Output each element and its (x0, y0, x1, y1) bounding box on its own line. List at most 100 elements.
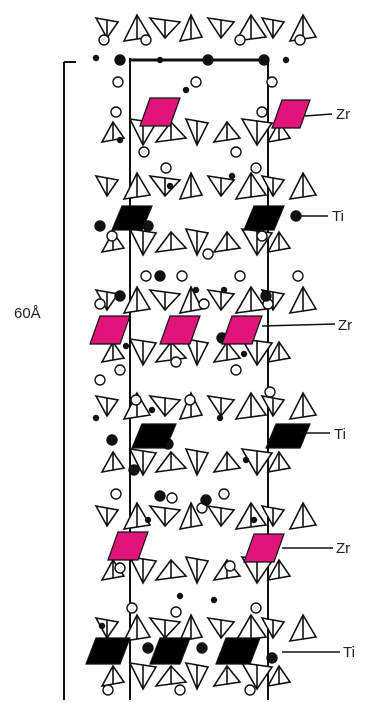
label-zr-lower: Zr (336, 540, 350, 557)
oxygen-atom (170, 606, 182, 618)
cation-atom (202, 54, 214, 66)
oxygen-atom (218, 488, 230, 500)
small-atom (210, 596, 218, 604)
octahedra (85, 97, 311, 665)
oxygen-atom (94, 298, 106, 310)
oxygen-atom (160, 162, 172, 174)
ti-octahedron (149, 637, 191, 665)
oxygen-atom (166, 492, 178, 504)
label-zr-middle: Zr (338, 317, 352, 334)
oxygen-atom (224, 560, 236, 572)
oxygen-atom (202, 248, 214, 260)
small-atom (182, 86, 190, 94)
cation-atom (196, 642, 208, 654)
oxygen-atom (190, 76, 202, 88)
cation-atom (142, 642, 154, 654)
label-leaders (261, 113, 340, 653)
oxygen-atom (234, 270, 246, 282)
small-atom (192, 286, 200, 294)
zr-octahedron (89, 315, 131, 345)
small-atom (92, 414, 100, 422)
oxygen-atom (110, 488, 122, 500)
small-atom (240, 350, 248, 358)
cation-atom (154, 490, 166, 502)
small-atom (176, 592, 184, 600)
atom-markers (92, 34, 306, 696)
oxygen-atom (294, 34, 306, 46)
small-atom (242, 456, 250, 464)
cation-atom (154, 270, 166, 282)
oxygen-atom (174, 684, 186, 696)
oxygen-atom (244, 684, 256, 696)
zr-octahedron (159, 315, 201, 345)
oxygen-atom (114, 364, 126, 376)
oxygen-atom (112, 76, 124, 88)
ti-octahedron (111, 205, 153, 231)
dimension-bracket (63, 61, 76, 700)
oxygen-atom (292, 270, 304, 282)
small-atom (216, 414, 224, 422)
oxygen-atom (140, 34, 152, 46)
ti-octahedron (85, 637, 131, 665)
ti-octahedron (131, 423, 177, 449)
oxygen-atom (256, 106, 268, 118)
cation-atom (128, 464, 140, 476)
small-atom (282, 56, 290, 64)
oxygen-atom (230, 364, 242, 376)
label-ti-bottom: Ti (343, 644, 355, 661)
oxygen-atom (110, 106, 122, 118)
small-atom (144, 516, 152, 524)
zr-octahedron (243, 533, 285, 563)
oxygen-atom (198, 298, 210, 310)
cation-atom (114, 290, 126, 302)
small-atom (166, 182, 174, 190)
oxygen-atom (140, 270, 152, 282)
oxygen-atom (230, 146, 242, 158)
label-ti-middle: Ti (334, 426, 346, 443)
oxygen-atom (264, 386, 276, 398)
small-atom (148, 406, 156, 414)
oxygen-atom (250, 162, 262, 174)
zr-octahedron (139, 97, 181, 127)
oxygen-atom (94, 374, 106, 386)
oxygen-atom (130, 394, 142, 406)
unit-cell-frame (129, 58, 269, 700)
ti-octahedron (265, 423, 311, 449)
dimension-label: 60Å (14, 305, 41, 322)
oxygen-atom (266, 76, 278, 88)
small-atom (250, 516, 258, 524)
ti-octahedron (243, 205, 285, 231)
small-atom (156, 56, 164, 64)
small-atom (98, 622, 106, 630)
oxygen-atom (102, 684, 114, 696)
cation-atom (260, 290, 272, 302)
oxygen-atom (106, 230, 118, 242)
oxygen-atom (184, 394, 196, 406)
oxygen-atom (234, 34, 246, 46)
zr-octahedron (221, 315, 263, 345)
small-atom (228, 172, 236, 180)
oxygen-atom (126, 602, 138, 614)
oxygen-atom (176, 270, 188, 282)
oxygen-atom (256, 230, 268, 242)
cation-atom (94, 220, 106, 232)
cation-atom (200, 494, 212, 506)
label-ti-upper: Ti (332, 208, 344, 225)
cation-atom (258, 54, 270, 66)
label-zr-top: Zr (336, 106, 350, 123)
small-atom (220, 286, 228, 294)
small-atom (116, 136, 124, 144)
zr-octahedron (271, 99, 311, 129)
tetrahedra-layers (94, 13, 318, 691)
small-atom (122, 342, 130, 350)
cation-atom (106, 434, 118, 446)
cation-atom (114, 54, 126, 66)
oxygen-atom (138, 146, 150, 158)
oxygen-atom (98, 34, 110, 46)
small-atom (92, 54, 100, 62)
ti-octahedron (215, 637, 261, 665)
zr-octahedron (107, 531, 149, 561)
oxygen-atom (250, 602, 262, 614)
cation-atom (266, 652, 278, 664)
